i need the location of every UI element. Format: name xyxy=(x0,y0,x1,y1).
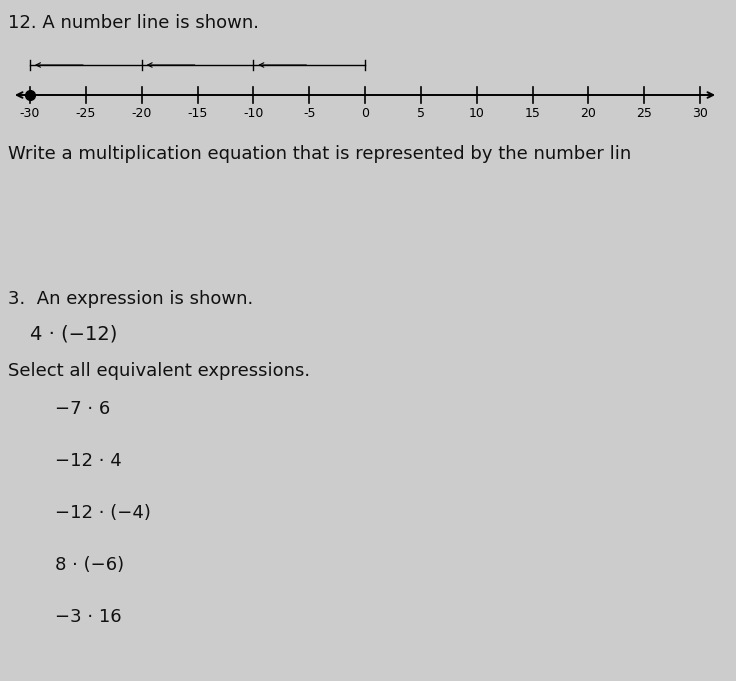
Text: −7 · 6: −7 · 6 xyxy=(55,400,110,418)
Text: Select all equivalent expressions.: Select all equivalent expressions. xyxy=(8,362,310,380)
Text: 12. A number line is shown.: 12. A number line is shown. xyxy=(8,14,259,32)
Text: 10: 10 xyxy=(469,107,484,120)
Text: -10: -10 xyxy=(243,107,263,120)
Text: 30: 30 xyxy=(692,107,708,120)
Text: 25: 25 xyxy=(636,107,652,120)
Text: 8 · (−6): 8 · (−6) xyxy=(55,556,124,574)
Text: 4 · (−12): 4 · (−12) xyxy=(30,325,117,344)
Text: 20: 20 xyxy=(581,107,596,120)
Text: -5: -5 xyxy=(303,107,316,120)
Text: Write a multiplication equation that is represented by the number lin: Write a multiplication equation that is … xyxy=(8,145,631,163)
Text: 15: 15 xyxy=(525,107,540,120)
Text: 5: 5 xyxy=(417,107,425,120)
Text: −3 · 16: −3 · 16 xyxy=(55,608,121,626)
Text: −12 · (−4): −12 · (−4) xyxy=(55,504,151,522)
Text: −12 · 4: −12 · 4 xyxy=(55,452,121,470)
Text: -25: -25 xyxy=(76,107,96,120)
Text: 3.  An expression is shown.: 3. An expression is shown. xyxy=(8,290,253,308)
Text: -20: -20 xyxy=(132,107,152,120)
Text: -15: -15 xyxy=(188,107,208,120)
Text: 0: 0 xyxy=(361,107,369,120)
Text: -30: -30 xyxy=(20,107,40,120)
